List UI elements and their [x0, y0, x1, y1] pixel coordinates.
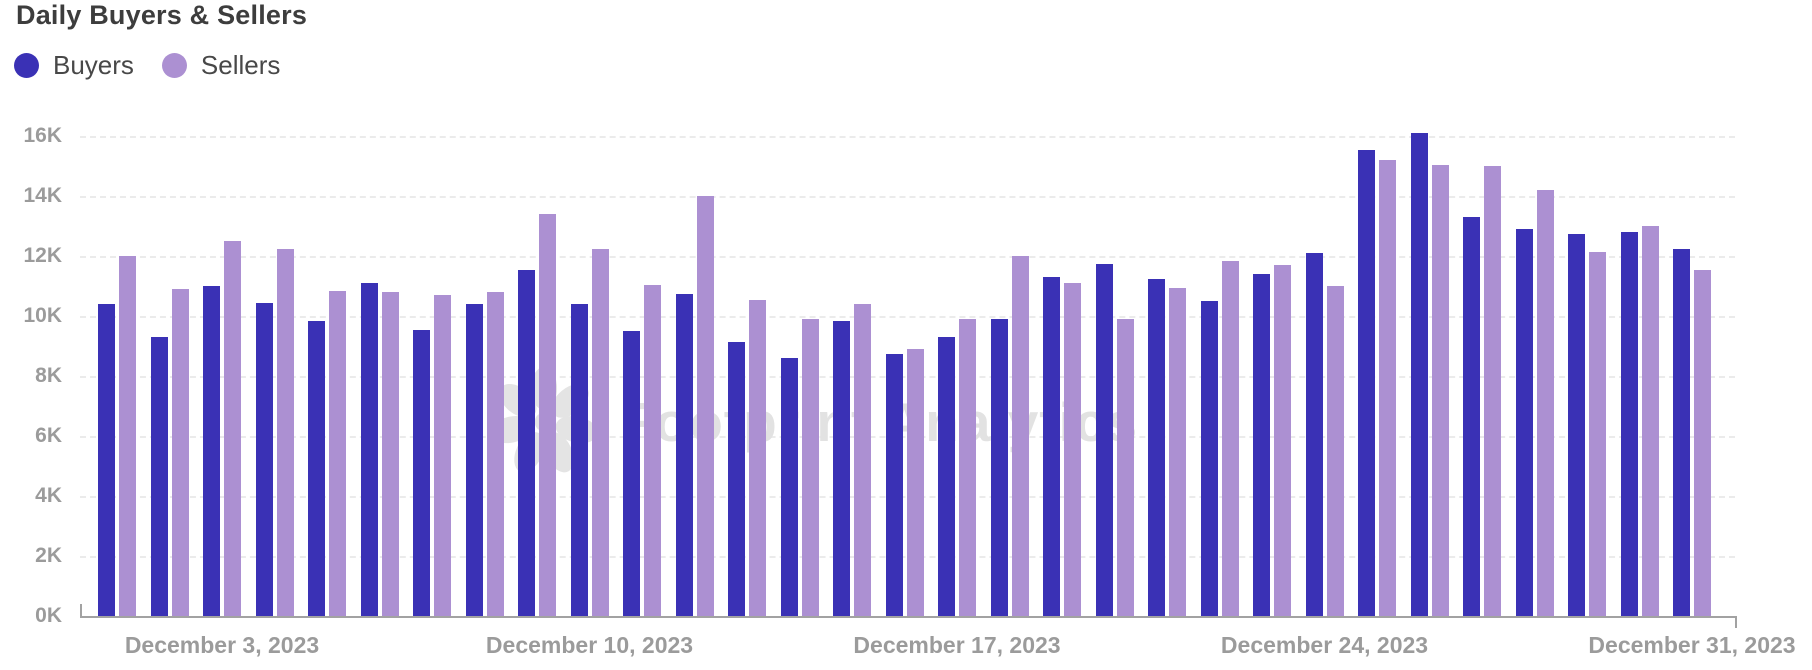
bar-buyers[interactable] [675, 293, 693, 616]
bar-buyers[interactable] [1148, 278, 1165, 616]
bar-sellers[interactable] [1274, 265, 1291, 616]
y-axis-tick-label: 6K [35, 424, 62, 447]
bar-buyers[interactable] [1095, 263, 1113, 616]
bar-sellers[interactable] [1589, 251, 1606, 616]
bar-buyers[interactable] [1620, 232, 1638, 616]
legend-dot-buyers [14, 53, 39, 78]
bar-sellers[interactable] [1221, 260, 1239, 616]
bar-sellers[interactable] [329, 290, 346, 616]
x-axis-tick-label: December 31, 2023 [1588, 632, 1796, 658]
bar-buyers[interactable] [203, 286, 220, 616]
bar-buyers[interactable] [780, 358, 798, 616]
bar-sellers[interactable] [1326, 286, 1344, 616]
bar-buyers[interactable] [1253, 274, 1270, 616]
bar-buyers[interactable] [833, 320, 850, 616]
bar-sellers[interactable] [644, 284, 661, 616]
bar-sellers[interactable] [434, 295, 451, 616]
y-axis-tick-label: 16K [23, 124, 62, 147]
bar-buyers[interactable] [255, 302, 273, 616]
y-axis-tick-label: 10K [23, 304, 62, 327]
gridline [80, 136, 1735, 138]
x-axis-tick-label: December 24, 2023 [1220, 632, 1429, 658]
plot-area: Footprint Analytics 0K 2K 4K 6K 8K 10K 12K 14K 1… [0, 100, 1812, 670]
bar-sellers[interactable] [539, 214, 556, 616]
y-axis-tick-label: 8K [35, 364, 62, 387]
x-axis-tick-label: December 10, 2023 [485, 632, 694, 658]
chart-legend: Buyers Sellers [14, 50, 280, 81]
axis-stub-left [80, 604, 82, 616]
bar-sellers[interactable] [906, 349, 924, 616]
legend-item-sellers[interactable]: Sellers [161, 50, 281, 81]
bar-buyers[interactable] [465, 304, 483, 616]
chart-title: Daily Buyers & Sellers [16, 0, 308, 30]
axis-base [80, 616, 1735, 618]
bar-sellers[interactable] [801, 319, 819, 616]
bar-sellers[interactable] [1536, 190, 1554, 616]
y-axis-tick-label: 14K [23, 184, 62, 207]
bar-sellers[interactable] [1641, 226, 1659, 616]
bar-sellers[interactable] [171, 289, 189, 616]
legend-label: Sellers [200, 50, 281, 80]
bar-buyers[interactable] [938, 337, 955, 616]
bar-sellers[interactable] [1379, 160, 1396, 616]
y-axis-tick-label: 4K [35, 484, 62, 507]
gridline [80, 196, 1735, 198]
gridline [80, 256, 1735, 258]
bar-buyers[interactable] [728, 341, 745, 616]
bar-sellers[interactable] [1484, 166, 1501, 616]
bar-sellers[interactable] [1169, 287, 1186, 616]
bar-sellers[interactable] [591, 248, 609, 616]
bar-sellers[interactable] [696, 196, 714, 616]
bar-sellers[interactable] [1431, 164, 1449, 616]
y-axis-tick-label: 2K [35, 544, 62, 567]
bar-buyers[interactable] [1515, 229, 1533, 616]
bar-sellers[interactable] [381, 292, 399, 616]
bar-sellers[interactable] [749, 299, 766, 616]
bar-buyers[interactable] [98, 304, 115, 616]
bar-sellers[interactable] [1116, 319, 1134, 616]
bar-sellers[interactable] [1064, 283, 1081, 616]
bar-sellers[interactable] [224, 241, 241, 616]
x-axis-tick-label: December 17, 2023 [853, 632, 1061, 658]
bar-buyers[interactable] [623, 331, 640, 616]
bar-buyers[interactable] [1305, 253, 1323, 616]
y-axis-tick-label: 12K [23, 244, 62, 267]
bar-sellers[interactable] [1694, 269, 1711, 616]
bar-buyers[interactable] [885, 353, 903, 616]
legend-dot-sellers [161, 53, 187, 78]
bar-buyers[interactable] [1568, 233, 1585, 616]
bar-buyers[interactable] [518, 269, 535, 616]
axis-stub-right [1735, 616, 1737, 628]
bar-sellers[interactable] [486, 292, 504, 616]
bar-sellers[interactable] [276, 248, 294, 616]
y-axis-tick-label: 0K [35, 604, 62, 627]
gridline [80, 316, 1735, 318]
legend-item-buyers[interactable]: Buyers [14, 50, 134, 81]
bar-buyers[interactable] [570, 304, 588, 616]
legend-label: Buyers [53, 50, 134, 80]
bar-buyers[interactable] [1410, 133, 1428, 616]
bar-buyers[interactable] [1200, 301, 1218, 616]
bar-buyers[interactable] [360, 283, 378, 616]
x-axis-tick-label: December 3, 2023 [124, 632, 320, 658]
bar-buyers[interactable] [413, 329, 430, 616]
bar-sellers[interactable] [119, 256, 136, 616]
bar-buyers[interactable] [1673, 248, 1690, 616]
bar-buyers[interactable] [150, 337, 168, 616]
bar-buyers[interactable] [1043, 277, 1060, 616]
bar-buyers[interactable] [990, 319, 1008, 616]
bar-sellers[interactable] [854, 304, 871, 616]
bar-buyers[interactable] [1463, 217, 1480, 616]
bar-buyers[interactable] [308, 320, 325, 616]
bar-sellers[interactable] [959, 319, 976, 616]
bar-sellers[interactable] [1011, 256, 1029, 616]
bar-buyers[interactable] [1358, 149, 1375, 616]
